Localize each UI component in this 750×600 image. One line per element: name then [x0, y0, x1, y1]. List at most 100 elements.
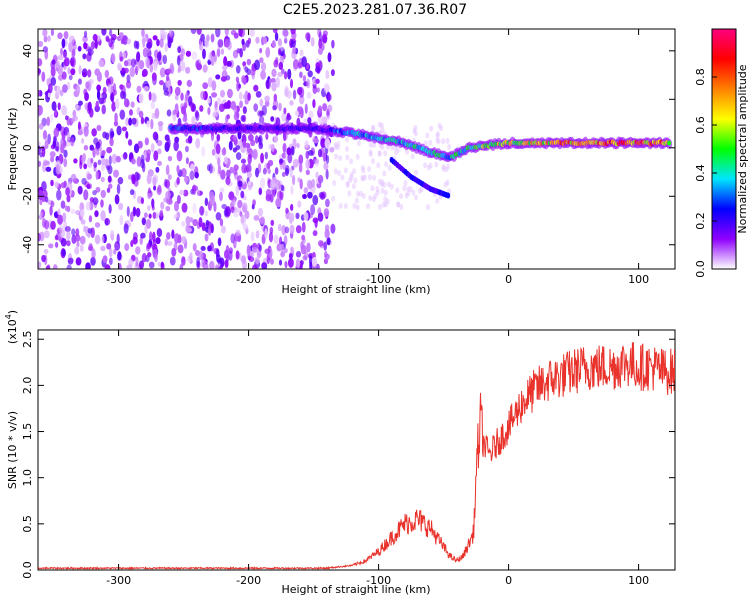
colorbar-tick-label: 0.4: [694, 164, 707, 182]
spectrogram-noise-cell: [261, 262, 268, 269]
spectrogram-noise-cell: [101, 157, 106, 166]
colorbar-tick-label: 0.2: [694, 212, 707, 230]
spectrogram-haze-cell: [382, 170, 387, 177]
spectrogram-noise-cell: [207, 245, 212, 252]
spectrogram-noise-cell: [202, 48, 206, 60]
spectrogram-noise-cell: [189, 252, 193, 262]
spectrogram-noise-cell: [278, 259, 283, 266]
spectrogram-noise-cell: [299, 260, 303, 269]
spectrogram-y-tick-label: -20: [21, 187, 34, 205]
spectrogram-noise-cell: [204, 233, 209, 242]
spectrogram-haze-cell: [411, 189, 416, 196]
spectrogram-noise-cell: [119, 84, 124, 90]
spectrogram-noise-cell: [157, 261, 161, 267]
spectrogram-noise-cell: [329, 146, 335, 153]
spectrogram-haze-cell: [332, 179, 337, 186]
spectrogram-noise-cell: [240, 158, 247, 164]
spectrogram-noise-cell: [83, 144, 89, 151]
spectrogram-noise-cell: [157, 160, 162, 167]
spectrogram-noise-cell: [132, 232, 138, 240]
spectrogram-haze-cell: [435, 131, 440, 138]
colorbar-gradient: [711, 28, 737, 270]
spectrogram-noise-cell: [121, 126, 127, 132]
spectrogram-noise-cell: [191, 103, 196, 112]
spectrogram-noise-cell: [282, 29, 289, 37]
spectrogram-noise-cell: [94, 38, 98, 49]
spectrogram-noise-cell: [54, 234, 59, 241]
spectrogram-noise-cell: [87, 101, 92, 112]
spectrogram-noise-cell: [44, 196, 49, 203]
spectrogram-noise-cell: [141, 253, 147, 263]
snr-y-label: SNR (10 * v/v): [6, 411, 19, 489]
spectrogram-noise-cell: [50, 113, 54, 123]
spectrogram-noise-cell: [322, 151, 327, 163]
spectrogram-haze-cell: [345, 154, 350, 161]
spectrogram-noise-cell: [289, 166, 293, 178]
spectrogram-noise-cell: [56, 85, 61, 96]
spectrogram-noise-cell: [301, 221, 306, 233]
spectrogram-noise-cell: [292, 59, 299, 70]
spectrogram-noise-cell: [68, 41, 73, 53]
spectrogram-noise-cell: [136, 85, 142, 93]
spectrogram-noise-cell: [310, 204, 316, 216]
spectrogram-noise-cell: [307, 180, 313, 190]
spectrogram-noise-cell: [215, 74, 221, 80]
spectrogram-noise-cell: [61, 105, 68, 116]
spectrogram-noise-cell: [130, 211, 134, 223]
spectrogram-noise-cell: [83, 126, 89, 137]
spectrogram-noise-cell: [246, 58, 252, 66]
spectrogram-haze-cell: [356, 140, 361, 147]
spectrogram-noise-cell: [298, 154, 304, 165]
spectrogram-noise-cell: [279, 243, 285, 252]
spectrogram-noise-cell: [176, 150, 183, 162]
spectrogram-noise-cell: [277, 223, 282, 232]
spectrogram-noise-cell: [237, 199, 243, 209]
spectrogram-noise-cell: [253, 84, 259, 92]
spectrogram-noise-cell: [63, 157, 68, 168]
spectrogram-y-ticks: -40 -20 0 20 40: [21, 44, 675, 254]
spectrogram-noise-cell: [46, 264, 51, 269]
spectrogram-noise-cell: [313, 138, 319, 144]
spectrogram-noise-cell: [259, 98, 264, 107]
spectrogram-noise-cell: [114, 112, 118, 124]
spectrogram-noise-cell: [323, 208, 330, 218]
spectrogram-noise-cell: [172, 109, 177, 116]
spectrogram-haze-cell: [361, 175, 366, 182]
spectrogram-noise-cell: [324, 228, 330, 239]
spectrogram-noise-cell: [57, 208, 61, 216]
spectrogram-noise-cell: [277, 71, 284, 77]
spectrogram-noise-cell: [92, 147, 96, 158]
spectrogram-noise-cell: [222, 64, 228, 71]
spectrogram-noise-cell: [287, 68, 292, 80]
spectrogram-noise-cell: [290, 185, 294, 195]
snr-y-tick-label: 0.5: [21, 515, 34, 533]
spectrogram-noise-cell: [305, 62, 310, 70]
spectrogram-noise-cell: [257, 136, 262, 143]
spectrogram-haze-cell: [379, 122, 384, 129]
spectrogram-noise-cell: [322, 30, 328, 37]
spectrogram-noise-cell: [96, 69, 101, 78]
spectrogram-haze-cell: [338, 202, 343, 209]
spectrogram-noise-cell: [66, 205, 71, 213]
spectrogram-noise-cell: [83, 30, 88, 39]
spectrogram-noise-cell: [108, 38, 113, 48]
spectrogram-noise-cell: [92, 197, 99, 205]
spectrogram-haze-cell: [345, 180, 350, 187]
spectrogram-noise-cell: [55, 163, 60, 175]
spectrogram-noise-cell: [239, 100, 243, 109]
spectrogram-haze-cell: [347, 190, 352, 197]
spectrogram-noise-cell: [96, 148, 100, 156]
spectrogram-noise-cell: [177, 244, 184, 254]
spectrogram-noise-cell: [330, 69, 335, 77]
spectrogram-haze-cell: [368, 141, 373, 148]
spectrogram-noise-cell: [152, 35, 158, 41]
spectrogram-x-ticks: -300 -200 -100 0 100: [106, 29, 649, 286]
spectrogram-noise-cell: [223, 249, 230, 260]
spectrogram-noise-cell: [198, 217, 203, 228]
spectrogram-noise-cell: [200, 33, 205, 42]
spectrogram-noise-cell: [244, 98, 249, 105]
spectrogram-haze-cell: [366, 203, 371, 210]
snr-y-tick-label: 1.5: [21, 423, 34, 441]
spectrogram-noise-cell: [230, 100, 237, 110]
